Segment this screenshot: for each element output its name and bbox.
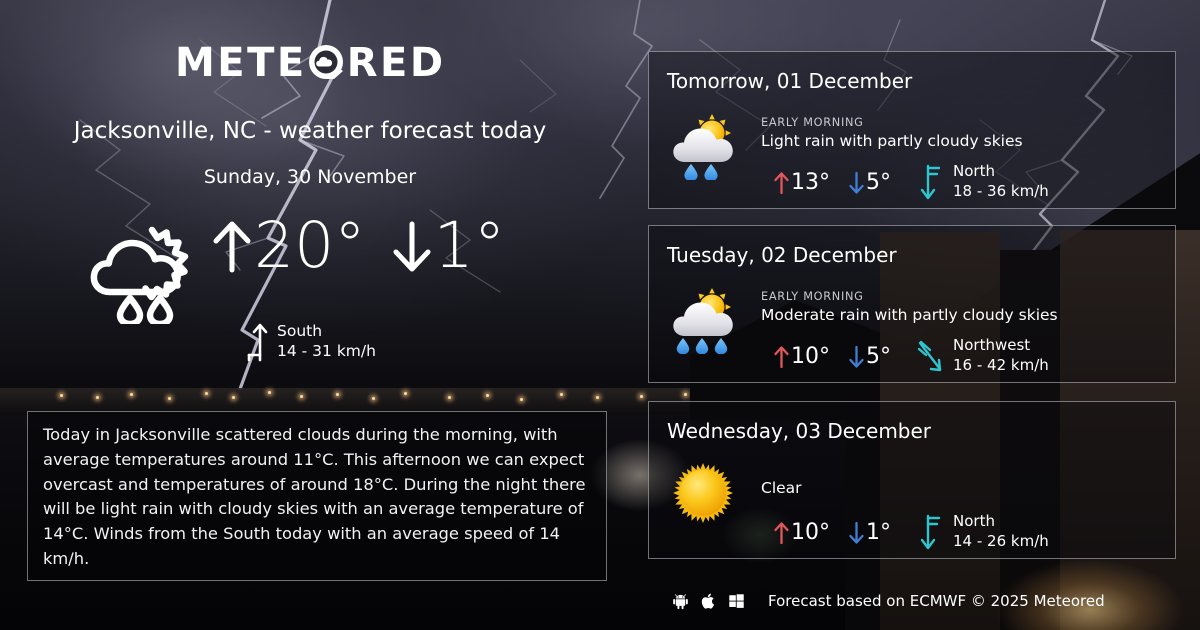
forecast-wind-speed: 16 - 42 km/h — [953, 355, 1049, 374]
forecast-condition: Light rain with partly cloudy skies — [761, 132, 1023, 150]
page-title: Jacksonville, NC - weather forecast toda… — [73, 118, 547, 144]
today-temperatures: 20° 1° — [210, 214, 505, 277]
forecast-low-value: 5° — [866, 344, 891, 369]
forecast-card-tuesday[interactable]: Tuesday, 02 December EAR — [648, 225, 1176, 383]
forecast-card-text: EARLY MORNING Moderate rain with partly … — [761, 290, 1058, 324]
forecast-temperatures: 10° 5° — [773, 344, 891, 369]
arrow-down-icon — [849, 171, 864, 194]
today-high: 20° — [210, 214, 366, 277]
today-panel: METE RED Jacksonville, NC - weather fore… — [27, 40, 607, 581]
wind-barb-south-icon — [247, 323, 268, 362]
forecast-high: 10° — [773, 344, 830, 369]
forecast-card-tomorrow[interactable]: Tomorrow, 01 December — [648, 51, 1176, 209]
meteored-cloud-logo-icon — [307, 43, 347, 83]
forecast-wind-direction: North — [953, 162, 995, 180]
forecast-description: Today in Jacksonville scattered clouds d… — [27, 411, 607, 581]
forecast-card-text: EARLY MORNING Light rain with partly clo… — [761, 116, 1023, 150]
arrow-up-icon — [774, 521, 789, 544]
forecast-temperatures: 10° 1° — [773, 520, 891, 545]
forecast-wind: North 14 - 26 km/h — [917, 512, 1049, 551]
today-wind-text: South 14 - 31 km/h — [277, 322, 376, 362]
forecast-period-label: EARLY MORNING — [761, 116, 864, 129]
footer: Forecast based on ECMWF © 2025 Meteored — [672, 592, 1105, 610]
apple-icon[interactable] — [700, 592, 717, 610]
forecast-temperatures: 13° 5° — [773, 170, 891, 195]
forecast-low-value: 5° — [866, 170, 891, 195]
android-icon[interactable] — [672, 592, 689, 610]
forecast-high: 10° — [773, 520, 830, 545]
forecast-wind: Northwest 16 - 42 km/h — [917, 336, 1049, 375]
wind-barb-north-icon — [920, 514, 941, 549]
forecast-card-text: Clear — [761, 472, 802, 497]
forecast-high-value: 13° — [791, 170, 830, 195]
forecast-high-value: 10° — [791, 344, 830, 369]
today-low-value: 1° — [433, 209, 506, 282]
forecast-low: 5° — [848, 170, 891, 195]
today-wind-direction: South — [277, 322, 323, 341]
warm-light-glow — [960, 520, 1200, 630]
today-wind-speed: 14 - 31 km/h — [277, 342, 376, 360]
today-low: 1° — [390, 209, 506, 282]
sun-clear-icon — [671, 460, 743, 526]
logo-text-red: RED — [346, 40, 446, 86]
forecast-period-label: EARLY MORNING — [761, 290, 864, 303]
forecast-wind-direction: Northwest — [953, 336, 1031, 354]
forecast-wind-direction: North — [953, 512, 995, 530]
forecast-low: 5° — [848, 344, 891, 369]
wind-barb-northwest-icon — [917, 340, 942, 371]
forecast-wind-text: North 14 - 26 km/h — [953, 512, 1049, 551]
forecast-high-value: 10° — [791, 520, 830, 545]
today-wind: South 14 - 31 km/h — [246, 322, 376, 362]
forecast-wind-speed: 18 - 36 km/h — [953, 181, 1049, 200]
forecast-card-title: Tuesday, 02 December — [667, 243, 897, 267]
arrow-down-icon — [849, 345, 864, 368]
forecast-low: 1° — [848, 520, 891, 545]
forecast-high: 13° — [773, 170, 830, 195]
current-date: Sunday, 30 November — [203, 166, 417, 188]
forecast-wind: North 18 - 36 km/h — [917, 162, 1049, 201]
forecast-card-title: Wednesday, 03 December — [667, 419, 932, 443]
today-summary: 20° 1° South — [78, 214, 548, 362]
forecast-card-title: Tomorrow, 01 December — [667, 69, 913, 93]
arrow-up-icon — [213, 221, 251, 272]
today-high-value: 20° — [254, 209, 366, 282]
wind-barb-north-icon — [920, 164, 941, 199]
forecast-condition: Moderate rain with partly cloudy skies — [761, 306, 1058, 324]
rain-partly-cloudy-outline-icon — [86, 224, 196, 328]
arrow-up-icon — [774, 171, 789, 194]
moderate-rain-sun-cloud-icon — [671, 288, 743, 355]
forecast-wind-speed: 14 - 26 km/h — [953, 531, 1049, 550]
arrow-down-icon — [849, 521, 864, 544]
forecast-wind-text: Northwest 16 - 42 km/h — [953, 336, 1049, 375]
arrow-down-icon — [393, 221, 431, 271]
footer-credit: Forecast based on ECMWF © 2025 Meteored — [768, 592, 1105, 610]
forecast-condition: Clear — [761, 479, 802, 497]
light-rain-sun-cloud-icon — [671, 114, 743, 182]
forecast-wind-text: North 18 - 36 km/h — [953, 162, 1049, 201]
arrow-up-icon — [774, 345, 789, 368]
logo-text-met: METE — [175, 40, 307, 86]
forecast-card-wednesday[interactable]: Wednesday, 03 December — [648, 401, 1176, 559]
forecast-low-value: 1° — [866, 520, 891, 545]
windows-icon[interactable] — [728, 592, 745, 610]
meteored-logo[interactable]: METE RED — [175, 40, 446, 86]
